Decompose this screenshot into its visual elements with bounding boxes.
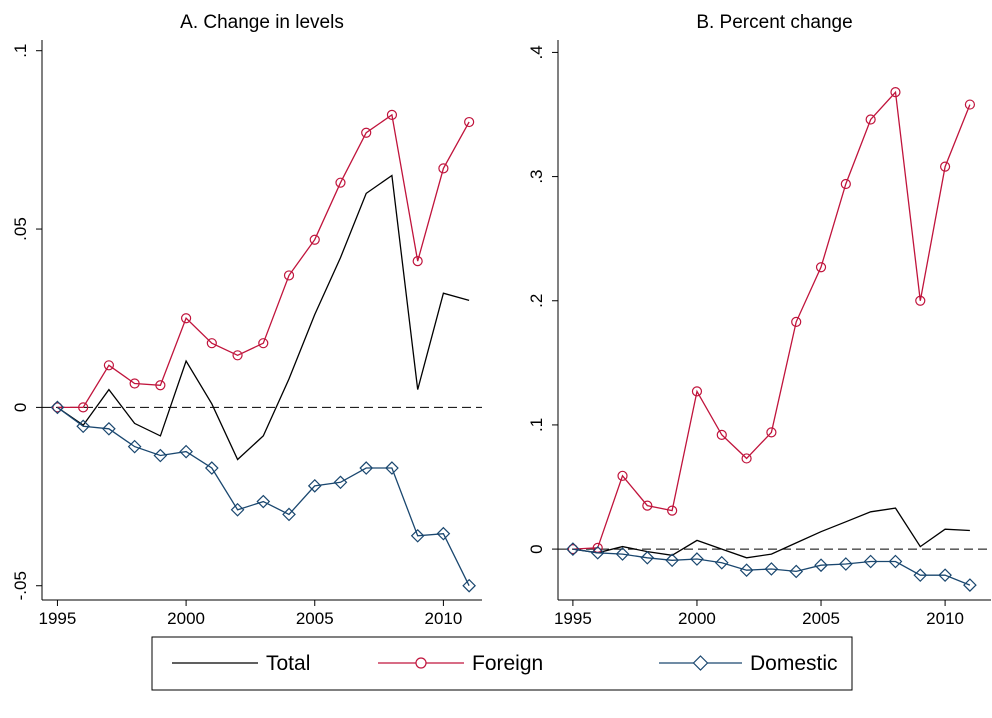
marker — [617, 470, 628, 481]
marker — [791, 316, 802, 327]
chart-title: B. Percent change — [696, 12, 852, 33]
marker — [840, 178, 851, 190]
marker — [964, 99, 976, 110]
marker — [939, 161, 951, 172]
x-tick-label: 2005 — [296, 609, 334, 628]
marker — [716, 429, 727, 440]
marker — [963, 578, 977, 592]
marker — [256, 494, 271, 509]
marker — [410, 528, 425, 543]
marker — [890, 87, 901, 98]
marker — [642, 500, 653, 511]
y-tick-label: 0 — [11, 403, 30, 412]
marker — [566, 542, 580, 556]
marker — [789, 564, 804, 579]
x-tick-label: 1995 — [39, 609, 77, 628]
marker — [412, 256, 423, 267]
marker — [615, 547, 630, 561]
x-tick-label: 2000 — [167, 609, 205, 628]
marker — [386, 109, 398, 121]
marker — [153, 448, 168, 463]
marker — [640, 550, 655, 565]
series-line — [572, 548, 971, 586]
x-tick-label: 2010 — [424, 609, 462, 628]
marker — [333, 475, 348, 490]
legend-label: Domestic — [750, 652, 838, 675]
marker — [129, 378, 140, 389]
marker — [361, 127, 372, 138]
series-line — [57, 113, 470, 409]
marker — [766, 427, 777, 438]
series-line — [57, 406, 470, 586]
marker — [590, 545, 605, 560]
marker — [76, 419, 91, 434]
y-tick-label: .1 — [527, 418, 546, 432]
marker — [865, 114, 876, 125]
marker — [258, 338, 269, 349]
marker — [204, 461, 219, 475]
marker — [50, 400, 65, 415]
y-tick-label: .3 — [527, 169, 546, 183]
marker — [913, 568, 928, 583]
marker — [567, 543, 578, 555]
marker — [863, 554, 878, 569]
legend-marker — [692, 655, 709, 671]
marker — [938, 568, 952, 583]
marker — [741, 453, 752, 464]
y-tick-label: .1 — [11, 44, 30, 58]
marker — [127, 439, 142, 454]
marker — [52, 402, 63, 413]
marker — [335, 177, 346, 188]
marker — [103, 360, 115, 371]
x-tick-label: 1995 — [554, 609, 592, 628]
marker — [78, 402, 89, 413]
marker — [691, 386, 703, 397]
marker — [436, 526, 451, 541]
marker — [814, 558, 828, 573]
series-line — [572, 507, 970, 559]
x-tick-label: 2000 — [678, 609, 716, 628]
y-tick-label: 0 — [527, 544, 546, 553]
marker — [438, 163, 449, 174]
marker — [102, 421, 116, 436]
marker — [665, 553, 679, 568]
legend-label: Total — [266, 652, 310, 675]
y-tick-label: .4 — [527, 45, 546, 59]
marker — [179, 444, 193, 459]
legend-label: Foreign — [472, 652, 543, 675]
series-line — [57, 174, 470, 461]
marker — [282, 507, 296, 522]
marker — [714, 555, 729, 570]
marker — [462, 578, 476, 593]
marker — [206, 338, 217, 349]
marker — [283, 270, 295, 281]
marker — [464, 116, 475, 128]
chart-title: A. Change in levels — [180, 12, 344, 33]
marker — [232, 350, 243, 361]
marker — [838, 557, 853, 571]
marker — [385, 461, 399, 475]
marker — [359, 461, 374, 475]
marker — [307, 479, 322, 493]
y-tick-label: .2 — [527, 294, 546, 308]
marker — [309, 234, 320, 245]
marker — [667, 505, 678, 516]
marker — [888, 554, 903, 569]
y-tick-label: -.05 — [11, 571, 30, 600]
marker — [230, 502, 245, 517]
marker — [180, 313, 192, 324]
marker — [815, 262, 827, 273]
x-tick-label: 2005 — [802, 609, 840, 628]
marker — [764, 562, 779, 576]
y-tick-label: .05 — [11, 217, 30, 241]
marker — [155, 380, 166, 391]
x-tick-label: 2010 — [926, 609, 964, 628]
legend-marker — [415, 657, 427, 669]
series-line — [572, 90, 971, 550]
marker — [690, 552, 704, 566]
marker — [739, 563, 754, 578]
marker — [915, 295, 926, 306]
